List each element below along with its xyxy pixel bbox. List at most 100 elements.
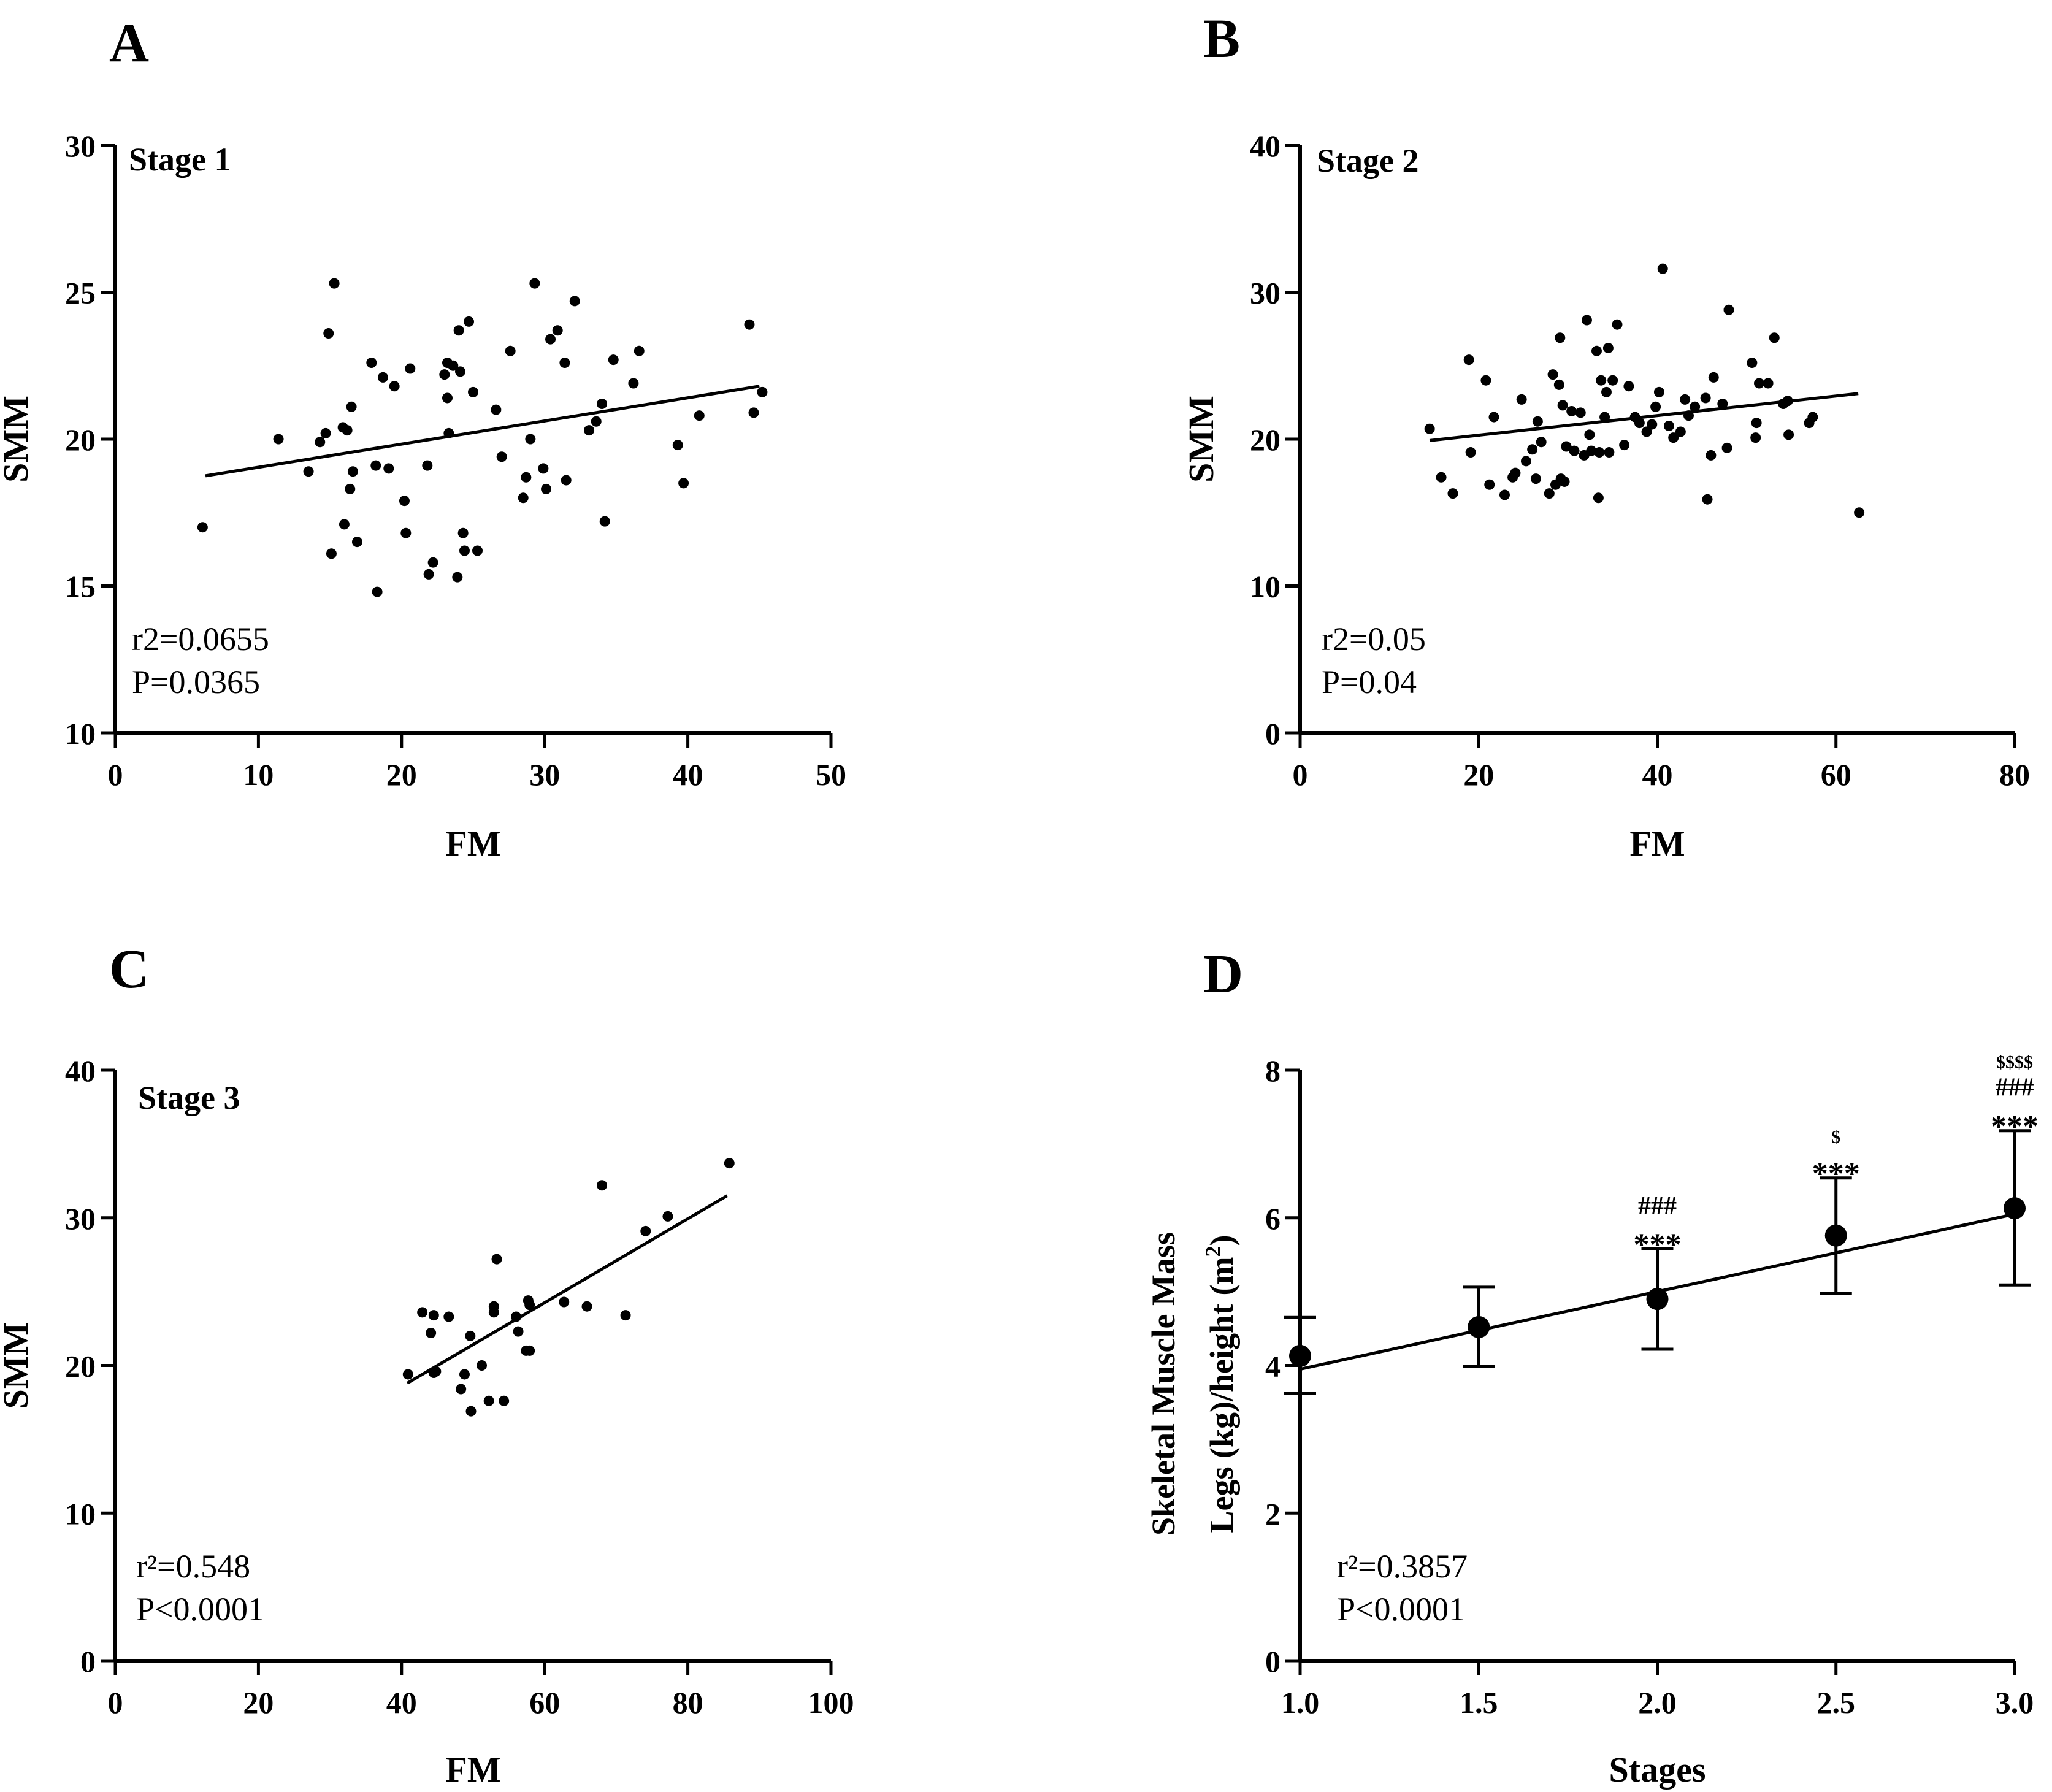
y-tick-label: 6 (1265, 1201, 1281, 1236)
panel-d: D 0 2 4 6 8 1.0 1.5 2.0 2.5 3.0 Stages Skeletal Musc… (1145, 944, 2039, 1790)
stats-text: r2=0.05 (1322, 621, 1426, 657)
x-tick-label: 0 (108, 757, 123, 792)
x-tick-label: 10 (243, 757, 274, 792)
data-point (1463, 354, 1474, 366)
data-point (1586, 445, 1597, 456)
x-tick-label: 20 (1463, 757, 1494, 792)
panel-b: B 0 10 20 30 40 0 20 40 60 80 FM SMM Stage 2 r2=0.05 P=… (1181, 9, 2030, 863)
data-point (1499, 489, 1510, 500)
data-point (1619, 440, 1630, 451)
data-point (505, 345, 516, 356)
data-point (1561, 441, 1572, 452)
y-label-superscript: 2 (1201, 1246, 1225, 1257)
data-point (372, 586, 383, 597)
data-point (1782, 396, 1793, 407)
data-point (457, 527, 469, 538)
mean-point (1824, 1224, 1847, 1247)
data-point (423, 569, 434, 580)
data-point (748, 407, 759, 418)
y-tick-label: 4 (1265, 1349, 1281, 1384)
data-point (405, 363, 416, 374)
data-point (511, 1311, 522, 1322)
y-tick-label: 8 (1265, 1054, 1281, 1088)
data-point (439, 369, 450, 380)
y-tick-label: 10 (65, 716, 96, 751)
data-point (584, 425, 595, 436)
data-point (1657, 263, 1668, 274)
x-tick-label: 2.5 (1817, 1685, 1856, 1720)
data-point (1599, 412, 1610, 423)
x-tick-label: 0 (1293, 757, 1308, 792)
stats-text: P=0.04 (1322, 664, 1417, 700)
x-tick-label: 1.0 (1281, 1685, 1320, 1720)
x-tick-label: 1.5 (1460, 1685, 1498, 1720)
data-point (1750, 432, 1761, 443)
x-tick-label: 0 (108, 1685, 123, 1720)
stats-text: P<0.0001 (136, 1591, 264, 1628)
data-point (672, 440, 683, 451)
x-tick-label: 2.0 (1638, 1685, 1677, 1720)
data-point (468, 386, 478, 397)
data-point (1663, 420, 1674, 431)
x-tick-label: 50 (816, 757, 846, 792)
data-point (1584, 429, 1595, 440)
data-point (1641, 426, 1652, 437)
data-point (518, 492, 529, 504)
data-point (1557, 400, 1568, 411)
data-point (1555, 332, 1566, 343)
y-tick-label: 30 (65, 1201, 96, 1236)
data-point (569, 296, 580, 307)
data-point (491, 1254, 502, 1265)
significance-marker: $ (1831, 1127, 1840, 1147)
y-axis-label: SMM (0, 1322, 36, 1409)
data-point (620, 1310, 631, 1321)
mean-point (1646, 1288, 1669, 1311)
data-point (443, 1311, 454, 1322)
x-axis-label: FM (445, 1750, 500, 1790)
y-tick-label: 15 (65, 570, 96, 604)
data-point (1547, 369, 1558, 380)
data-point (744, 319, 755, 330)
x-axis-label: FM (445, 824, 500, 863)
data-point (491, 404, 502, 415)
y-tick-label: 2 (1265, 1496, 1281, 1531)
data-point (303, 466, 314, 477)
y-tick-label: 20 (1250, 423, 1281, 457)
data-point (422, 460, 433, 471)
data-point (351, 537, 362, 548)
data-point (597, 1180, 608, 1191)
data-point (346, 401, 357, 412)
data-point (1536, 437, 1547, 448)
data-point (757, 386, 768, 397)
data-point (1680, 394, 1691, 405)
data-point (521, 472, 532, 483)
data-point (1623, 381, 1634, 392)
mean-point (1468, 1315, 1490, 1338)
x-tick-label: 60 (529, 1685, 560, 1720)
data-point (1702, 494, 1713, 505)
panel-letter: B (1203, 9, 1240, 69)
data-point (559, 1296, 570, 1308)
data-point (345, 483, 356, 494)
data-point (323, 328, 334, 339)
data-point (1593, 492, 1604, 504)
data-point (597, 399, 608, 410)
data-point (1591, 345, 1602, 356)
data-point (1559, 476, 1570, 487)
panel-letter: A (109, 13, 149, 74)
data-point (1747, 357, 1758, 368)
data-point (456, 1384, 467, 1395)
data-point (1488, 412, 1499, 423)
data-point (339, 519, 350, 530)
data-point (347, 466, 358, 477)
mean-point (2004, 1197, 2026, 1220)
y-axis-label-line2: Legs (kg)/height (m2) (1201, 1235, 1240, 1533)
data-point (1527, 444, 1538, 455)
y-tick-label: 40 (65, 1054, 96, 1088)
mean-point (1289, 1344, 1311, 1367)
data-point (1647, 419, 1658, 430)
data-point (1447, 488, 1458, 499)
data-point (640, 1225, 651, 1236)
y-label-text: Legs (kg)/height (m (1203, 1257, 1240, 1533)
data-point (459, 1369, 470, 1380)
